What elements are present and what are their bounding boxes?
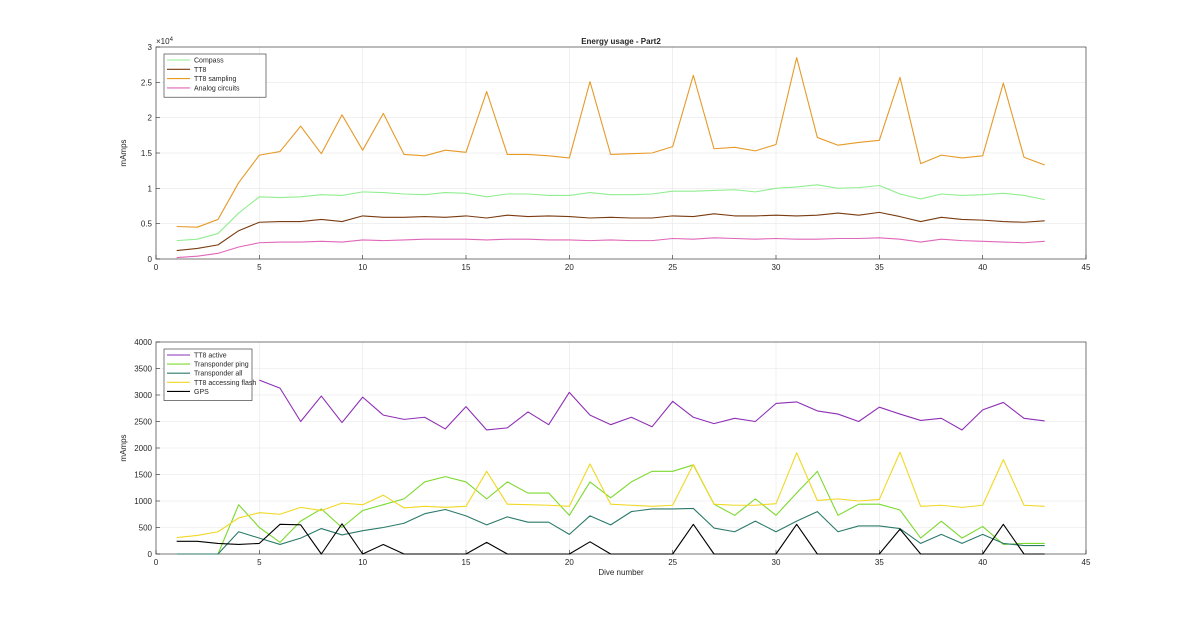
y-ticks: 0 500 1000 1500 2000 2500 3000 3500 4000 bbox=[134, 338, 160, 559]
series-lines bbox=[176, 379, 1045, 555]
x-tick-label: 40 bbox=[978, 263, 987, 272]
legend-entry: TT8 bbox=[194, 67, 207, 74]
legend-entry: TT8 sampling bbox=[194, 76, 237, 83]
y-tick-label: 1000 bbox=[134, 497, 152, 506]
y-axis-label: mAmps bbox=[119, 139, 128, 166]
legend: TT8 active Transponder ping Transponder al… bbox=[163, 348, 256, 401]
energy-usage-bottom-axes: 0 5 10 15 20 25 30 35 40 45 0 500 1000 1500 2000 2500 3… bbox=[119, 338, 1091, 577]
legend-entry: TT8 accessing flash bbox=[194, 380, 256, 387]
y-tick-label: 3 bbox=[148, 43, 153, 52]
chart-title: Energy usage - Part2 bbox=[581, 37, 661, 46]
x-tick-label: 25 bbox=[668, 263, 677, 272]
series-line-0 bbox=[259, 379, 1045, 431]
x-tick-label: 45 bbox=[1082, 558, 1091, 567]
y-tick-label: 2000 bbox=[134, 444, 152, 453]
x-tick-label: 15 bbox=[462, 263, 471, 272]
energy-usage-top-axes: 0 5 10 15 20 25 30 35 40 45 0 0.5 1 1.5 2 2.5 3 Energy … bbox=[119, 37, 1091, 272]
x-tick-label: 10 bbox=[358, 558, 367, 567]
series-line-3 bbox=[176, 451, 1045, 539]
y-axis-exponent: ×104 bbox=[156, 37, 174, 46]
exponent-power: 4 bbox=[170, 37, 174, 43]
x-tick-label: 30 bbox=[772, 558, 781, 567]
x-tick-label: 20 bbox=[565, 263, 574, 272]
series-line-1 bbox=[176, 211, 1045, 252]
y-tick-label: 2.5 bbox=[141, 78, 153, 87]
series-line-0 bbox=[176, 184, 1045, 242]
y-tick-label: 0 bbox=[148, 255, 153, 264]
legend-entry: Compass bbox=[194, 58, 224, 65]
x-tick-label: 10 bbox=[358, 263, 367, 272]
y-tick-label: 1500 bbox=[134, 471, 152, 480]
series-line-2 bbox=[176, 57, 1045, 228]
x-tick-label: 15 bbox=[462, 558, 471, 567]
y-tick-label: 0 bbox=[148, 550, 153, 559]
series-line-1 bbox=[176, 464, 1045, 555]
x-ticks: 0 5 10 15 20 25 30 35 40 45 bbox=[154, 550, 1091, 567]
x-axis-label: Dive number bbox=[598, 568, 644, 577]
legend-entry: Transponder all bbox=[194, 371, 243, 378]
y-tick-label: 2500 bbox=[134, 418, 152, 427]
y-tick-label: 4000 bbox=[134, 338, 152, 347]
legend-entry: GPS bbox=[194, 389, 209, 396]
y-tick-label: 0.5 bbox=[141, 220, 153, 229]
y-tick-label: 2 bbox=[148, 114, 153, 123]
x-tick-label: 0 bbox=[154, 558, 159, 567]
legend-box bbox=[163, 53, 267, 98]
y-tick-label: 1 bbox=[148, 184, 153, 193]
series-lines bbox=[176, 57, 1045, 259]
x-tick-label: 25 bbox=[668, 558, 677, 567]
x-ticks: 0 5 10 15 20 25 30 35 40 45 bbox=[154, 255, 1091, 272]
x-tick-label: 45 bbox=[1082, 263, 1091, 272]
y-tick-label: 500 bbox=[139, 524, 153, 533]
x-tick-label: 5 bbox=[257, 263, 262, 272]
legend: Compass TT8 TT8 sampling Analog circuits bbox=[163, 53, 267, 98]
y-tick-label: 3500 bbox=[134, 365, 152, 374]
x-tick-label: 30 bbox=[772, 263, 781, 272]
y-axis-label: mAmps bbox=[119, 434, 128, 461]
x-tick-label: 35 bbox=[875, 263, 884, 272]
x-tick-label: 5 bbox=[257, 558, 262, 567]
exponent-base: ×10 bbox=[156, 37, 170, 46]
series-line-3 bbox=[176, 237, 1045, 259]
y-tick-label: 3000 bbox=[134, 391, 152, 400]
x-tick-label: 0 bbox=[154, 263, 159, 272]
legend-entry: Analog circuits bbox=[194, 85, 240, 92]
x-tick-label: 35 bbox=[875, 558, 884, 567]
x-tick-label: 40 bbox=[978, 558, 987, 567]
y-tick-label: 1.5 bbox=[141, 149, 153, 158]
legend-entry: Transponder ping bbox=[194, 362, 249, 369]
legend-entry: TT8 active bbox=[194, 353, 227, 360]
series-line-4 bbox=[176, 523, 1045, 555]
x-tick-label: 20 bbox=[565, 558, 574, 567]
y-ticks: 0 0.5 1 1.5 2 2.5 3 bbox=[141, 43, 160, 264]
